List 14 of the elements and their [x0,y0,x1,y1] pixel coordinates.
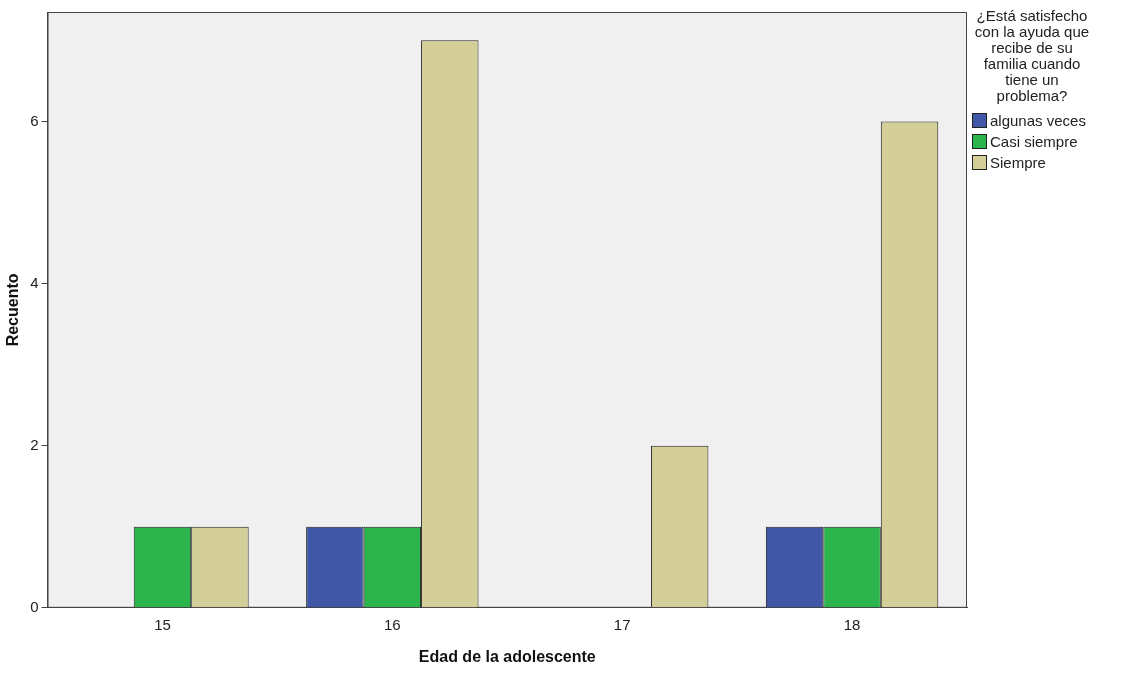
legend-label: Casi siempre [990,133,1078,150]
x-tick-label: 17 [613,615,631,633]
y-tick-label: 6 [30,111,39,129]
x-tick-label: 15 [154,615,171,633]
y-tick-label: 0 [30,597,39,615]
legend-label: algunas veces [990,112,1086,129]
x-tick-label: 18 [843,615,861,633]
x-tick-label: 16 [384,615,401,633]
y-tick-label: 2 [30,435,39,453]
y-axis-title: Recuento [4,273,22,347]
legend-label: Siempre [990,154,1046,171]
y-tick-label: 4 [30,273,39,291]
x-axis-title: Edad de la adolescente [418,647,596,665]
legend-title: ¿Está satisfecho con la ayuda que recibe de su familia cuando tiene un problema? [973,7,1091,104]
